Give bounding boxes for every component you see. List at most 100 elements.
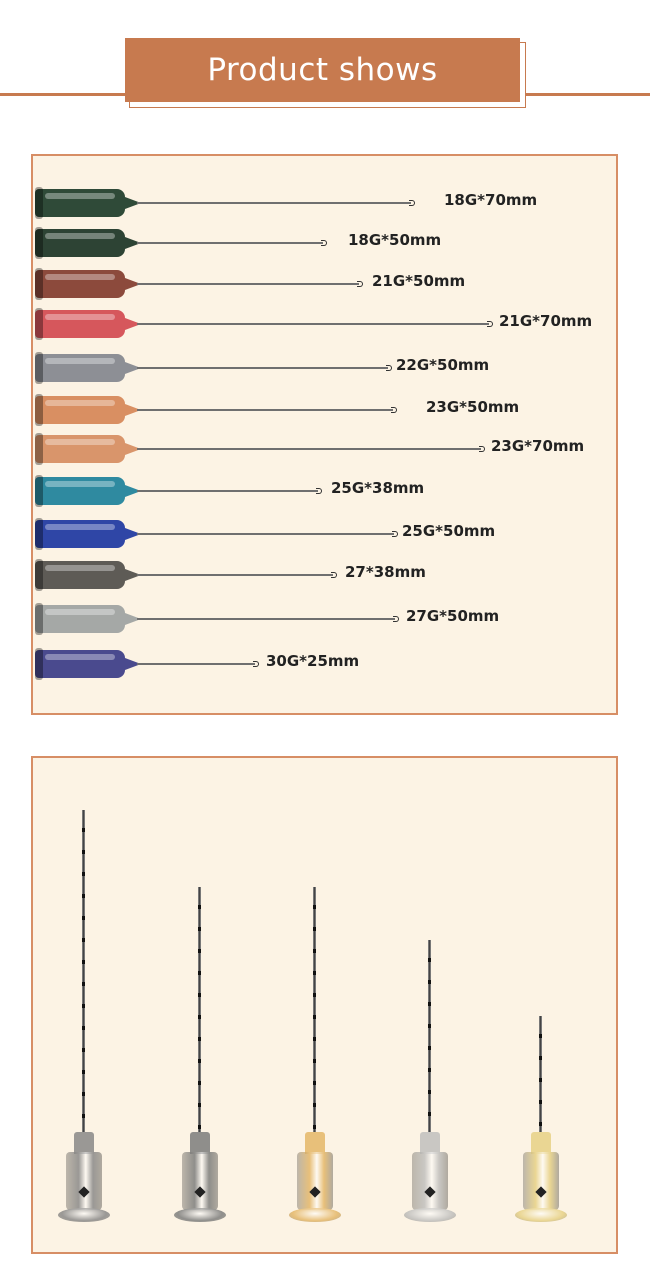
needle-hub: [297, 1152, 333, 1210]
hub-tip: [125, 485, 141, 497]
hub-shine: [45, 481, 115, 487]
needle-shaft: [539, 1016, 542, 1132]
needle-tip: [386, 365, 392, 371]
needle-shaft: [428, 940, 431, 1132]
upright-needle: [289, 887, 341, 1226]
needle-size-label: 21G*50mm: [372, 272, 466, 290]
needle-tip: [479, 446, 485, 452]
needle-hub: [35, 308, 141, 340]
hub-tip: [125, 569, 141, 581]
needle-size-panel: 18G*70mm 18G*50mm 21G*50mm 21G*70mm 22G*50mm…: [31, 154, 618, 715]
hub-collar: [531, 1132, 551, 1154]
needle-size-label: 21G*70mm: [499, 312, 593, 330]
needle-hub: [35, 352, 141, 384]
hub-shine: [45, 233, 115, 239]
hub-tip: [125, 318, 141, 330]
needle-shaft: [137, 661, 259, 667]
hub-base: [289, 1208, 341, 1222]
hub-flange: [35, 268, 43, 300]
needle-size-label: 22G*50mm: [396, 356, 490, 374]
hub-collar: [420, 1132, 440, 1154]
needle-tip: [321, 240, 327, 246]
hub-tip: [125, 443, 141, 455]
hub-base: [174, 1208, 226, 1222]
needle-tip: [393, 616, 399, 622]
needle-item: 27G*50mm: [33, 603, 618, 635]
hub-tip: [125, 404, 141, 416]
needle-size-label: 25G*50mm: [402, 522, 496, 540]
needle-shaft: [137, 407, 397, 413]
needle-item: 23G*50mm: [33, 394, 618, 426]
needle-tip: [391, 407, 397, 413]
needle-shaft: [137, 321, 493, 327]
needle-shaft: [137, 365, 392, 371]
needle-shaft: [137, 281, 363, 287]
hub-shine: [45, 358, 115, 364]
hub-base: [58, 1208, 110, 1222]
needle-hub: [35, 433, 141, 465]
depth-marks: [313, 887, 316, 1132]
needle-item: 18G*70mm: [33, 187, 618, 219]
depth-marks: [539, 1016, 542, 1132]
needle-size-label: 27*38mm: [345, 563, 426, 581]
needle-size-label: 27G*50mm: [406, 607, 500, 625]
needle-tip: [331, 572, 337, 578]
needle-shaft: [198, 887, 201, 1132]
hub-flange: [35, 518, 43, 550]
needle-hub: [66, 1152, 102, 1210]
hub-base: [404, 1208, 456, 1222]
hub-tip: [125, 613, 141, 625]
hub-tip: [125, 237, 141, 249]
depth-marks: [198, 887, 201, 1132]
hub-flange: [35, 603, 43, 635]
needle-item: 18G*50mm: [33, 227, 618, 259]
needle-size-label: 25G*38mm: [331, 479, 425, 497]
needle-item: 25G*50mm: [33, 518, 618, 550]
hub-shine: [45, 654, 115, 660]
needle-shaft: [82, 810, 85, 1132]
hub-shine: [45, 565, 115, 571]
hub-tip: [125, 362, 141, 374]
needle-item: 21G*70mm: [33, 308, 618, 340]
hub-flange: [35, 648, 43, 680]
needle-hub: [35, 268, 141, 300]
hub-collar: [305, 1132, 325, 1154]
needle-hub: [523, 1152, 559, 1210]
hub-tip: [125, 197, 141, 209]
hub-collar: [190, 1132, 210, 1154]
needle-item: 21G*50mm: [33, 268, 618, 300]
needle-shaft: [137, 240, 327, 246]
hub-flange: [35, 394, 43, 426]
hub-flange: [35, 187, 43, 219]
needle-hub: [35, 648, 141, 680]
needle-tip: [316, 488, 322, 494]
needle-hub: [35, 227, 141, 259]
hub-tip: [125, 278, 141, 290]
needle-hub: [182, 1152, 218, 1210]
hub-flange: [35, 308, 43, 340]
upright-needles-panel: [31, 756, 618, 1254]
needle-tip: [392, 531, 398, 537]
needle-item: 23G*70mm: [33, 433, 618, 465]
hub-shine: [45, 524, 115, 530]
needle-hub: [35, 559, 141, 591]
needle-item: 30G*25mm: [33, 648, 618, 680]
upright-needle: [58, 810, 110, 1226]
hub-tip: [125, 528, 141, 540]
needle-size-label: 23G*70mm: [491, 437, 585, 455]
hub-flange: [35, 433, 43, 465]
needle-shaft: [313, 887, 316, 1132]
title-rule-right: [522, 93, 650, 96]
hub-shine: [45, 314, 115, 320]
needle-tip: [487, 321, 493, 327]
title-rule-left: [0, 93, 126, 96]
needle-shaft: [137, 488, 322, 494]
hub-collar: [74, 1132, 94, 1154]
hub-tip: [125, 658, 141, 670]
needle-hub: [35, 187, 141, 219]
hub-shine: [45, 609, 115, 615]
hub-shine: [45, 274, 115, 280]
upright-needle: [515, 1016, 567, 1226]
needle-size-label: 18G*70mm: [444, 191, 538, 209]
needle-tip: [357, 281, 363, 287]
